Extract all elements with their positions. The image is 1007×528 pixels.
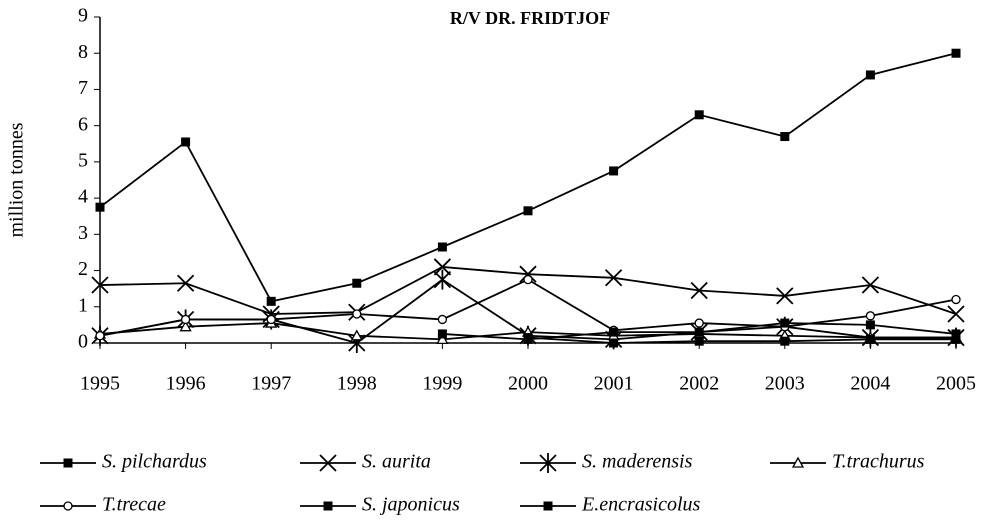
x-tick-label: 2002 xyxy=(679,373,719,395)
y-tick-label: 1 xyxy=(78,294,88,316)
marker xyxy=(95,331,105,341)
marker xyxy=(523,206,533,216)
marker xyxy=(433,269,452,290)
marker xyxy=(176,274,195,292)
marker xyxy=(91,276,109,294)
marker xyxy=(543,501,553,511)
marker xyxy=(865,320,875,330)
marker xyxy=(63,458,73,468)
marker xyxy=(791,456,805,468)
marker xyxy=(179,320,192,332)
y-tick-label: 9 xyxy=(78,5,88,27)
marker xyxy=(63,501,73,511)
marker xyxy=(694,110,704,120)
marker xyxy=(323,501,333,511)
legend-label: T.trachurus xyxy=(832,451,925,473)
x-tick-label: 2005 xyxy=(936,373,976,395)
x-tick-label: 2001 xyxy=(594,373,634,395)
y-tick-label: 3 xyxy=(78,222,88,244)
x-tick-label: 1999 xyxy=(422,373,462,395)
marker xyxy=(523,274,533,285)
marker xyxy=(780,336,790,346)
marker xyxy=(780,132,790,142)
x-tick-label: 1997 xyxy=(251,373,291,395)
y-tick-label: 7 xyxy=(78,77,88,99)
series-line xyxy=(99,52,957,303)
marker xyxy=(437,242,447,252)
marker xyxy=(437,314,448,325)
marker xyxy=(865,334,875,344)
marker xyxy=(609,327,619,337)
legend-label: S. maderensis xyxy=(582,451,693,473)
legend-label: S. japonicus xyxy=(362,494,460,516)
y-tick-label: 0 xyxy=(78,331,88,353)
x-tick-label: 2004 xyxy=(850,373,890,395)
marker xyxy=(519,265,537,283)
marker xyxy=(433,258,452,276)
y-tick-label: 4 xyxy=(78,186,88,208)
marker xyxy=(780,318,790,328)
legend-label: S. pilchardus xyxy=(102,451,207,473)
marker xyxy=(951,334,961,344)
marker xyxy=(181,137,191,147)
marker xyxy=(861,276,880,294)
marker xyxy=(951,294,961,305)
marker xyxy=(776,287,794,305)
marker xyxy=(609,338,619,348)
marker xyxy=(352,309,362,319)
marker xyxy=(694,318,704,328)
y-tick-label: 2 xyxy=(78,258,88,280)
legend-label: T.trecae xyxy=(102,494,166,516)
marker xyxy=(609,166,619,176)
marker xyxy=(266,314,276,325)
y-tick-label: 8 xyxy=(78,41,88,63)
x-tick-label: 2003 xyxy=(765,373,805,395)
legend-label: E.encrasicolus xyxy=(581,494,701,516)
marker xyxy=(951,48,961,58)
marker xyxy=(180,314,191,325)
marker xyxy=(539,453,557,473)
marker xyxy=(694,336,704,346)
x-tick-label: 1998 xyxy=(337,373,377,395)
marker xyxy=(690,281,708,300)
marker xyxy=(319,454,337,472)
x-tick-label: 1996 xyxy=(166,373,206,395)
x-tick-label: 1995 xyxy=(80,373,120,395)
marker xyxy=(865,311,876,321)
marker xyxy=(436,333,449,345)
marker xyxy=(865,70,875,80)
marker xyxy=(694,327,704,337)
y-tick-label: 6 xyxy=(78,113,88,135)
marker xyxy=(604,269,623,287)
marker xyxy=(266,296,276,306)
series-line xyxy=(527,336,956,344)
marker xyxy=(947,305,965,323)
marker xyxy=(437,329,447,339)
marker xyxy=(352,278,362,288)
y-tick-label: 5 xyxy=(78,149,88,171)
marker xyxy=(523,333,533,343)
y-axis-label: million tonnes xyxy=(6,122,28,237)
legend-label: S. aurita xyxy=(362,451,431,473)
chart-title: R/V DR. FRIDTJOF xyxy=(450,8,610,28)
marker xyxy=(95,202,105,212)
marker xyxy=(951,329,961,339)
x-tick-label: 2000 xyxy=(508,373,548,395)
marker xyxy=(350,329,363,341)
